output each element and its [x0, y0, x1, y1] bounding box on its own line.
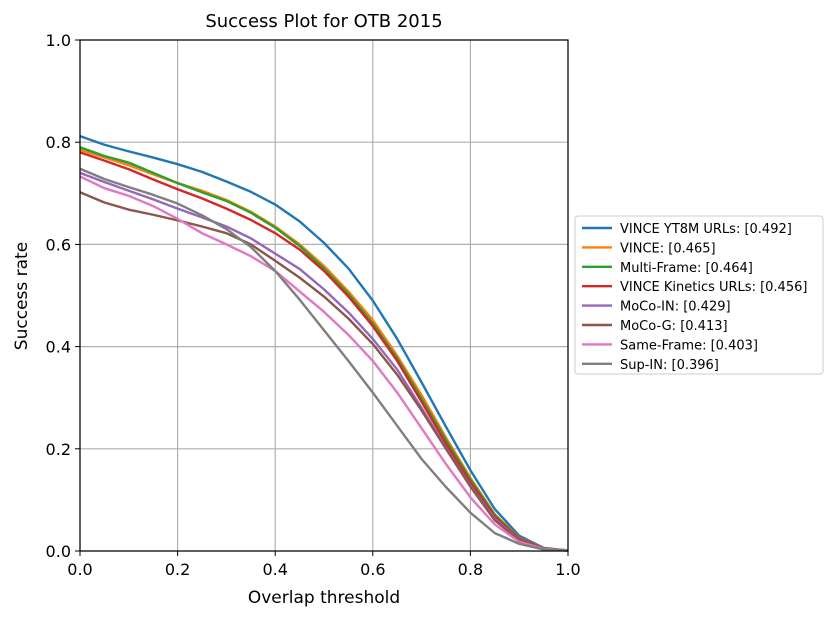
series-line-6 — [79, 175, 569, 552]
y-tick-label: 0.8 — [46, 133, 71, 152]
series-line-1 — [79, 148, 569, 552]
legend-label-1: VINCE: [0.465] — [620, 241, 716, 256]
x-tick-label: 0.8 — [458, 560, 483, 579]
chart-title: Success Plot for OTB 2015 — [205, 11, 442, 32]
series-line-0 — [79, 134, 569, 552]
x-tick-label: 0.2 — [165, 560, 190, 579]
x-tick-label: 0.6 — [360, 560, 385, 579]
series-line-4 — [79, 171, 569, 552]
legend-label-7: Sup-IN: [0.396] — [620, 358, 719, 373]
x-axis-label: Overlap threshold — [248, 588, 400, 608]
series-line-3 — [79, 151, 569, 552]
y-tick-label: 0.4 — [46, 338, 71, 357]
series-line-2 — [79, 146, 569, 552]
series-line-7 — [79, 167, 569, 552]
x-tick-label: 0.0 — [67, 560, 92, 579]
legend-label-3: VINCE Kinetics URLs: [0.456] — [620, 280, 807, 295]
y-tick-label: 0.0 — [46, 542, 71, 561]
legend: VINCE YT8M URLs: [0.492] VINCE: [0.465] Mu… — [574, 215, 824, 375]
legend-label-6: Same-Frame: [0.403] — [620, 338, 758, 353]
x-tick-label: 0.4 — [262, 560, 287, 579]
y-tick-label: 0.6 — [46, 235, 71, 254]
series-line-5 — [79, 191, 569, 552]
legend-label-4: MoCo-IN: [0.429] — [620, 300, 731, 315]
legend-box — [574, 215, 824, 375]
y-tick-label: 0.2 — [46, 440, 71, 459]
y-tick-label: 1.0 — [46, 31, 71, 50]
x-tick-label: 1.0 — [555, 560, 580, 579]
plot-frame — [79, 39, 569, 552]
y-axis-label: Success rate — [12, 242, 32, 350]
series-lines — [79, 134, 569, 552]
legend-label-5: MoCo-G: [0.413] — [620, 319, 728, 334]
legend-label-2: Multi-Frame: [0.464] — [620, 261, 753, 276]
legend-label-0: VINCE YT8M URLs: [0.492] — [620, 222, 792, 237]
axis-ticks: 0.0 0.2 0.4 0.6 0.8 1.0 0.0 0.2 0.4 0.6 0.8 1.0 — [46, 31, 581, 579]
